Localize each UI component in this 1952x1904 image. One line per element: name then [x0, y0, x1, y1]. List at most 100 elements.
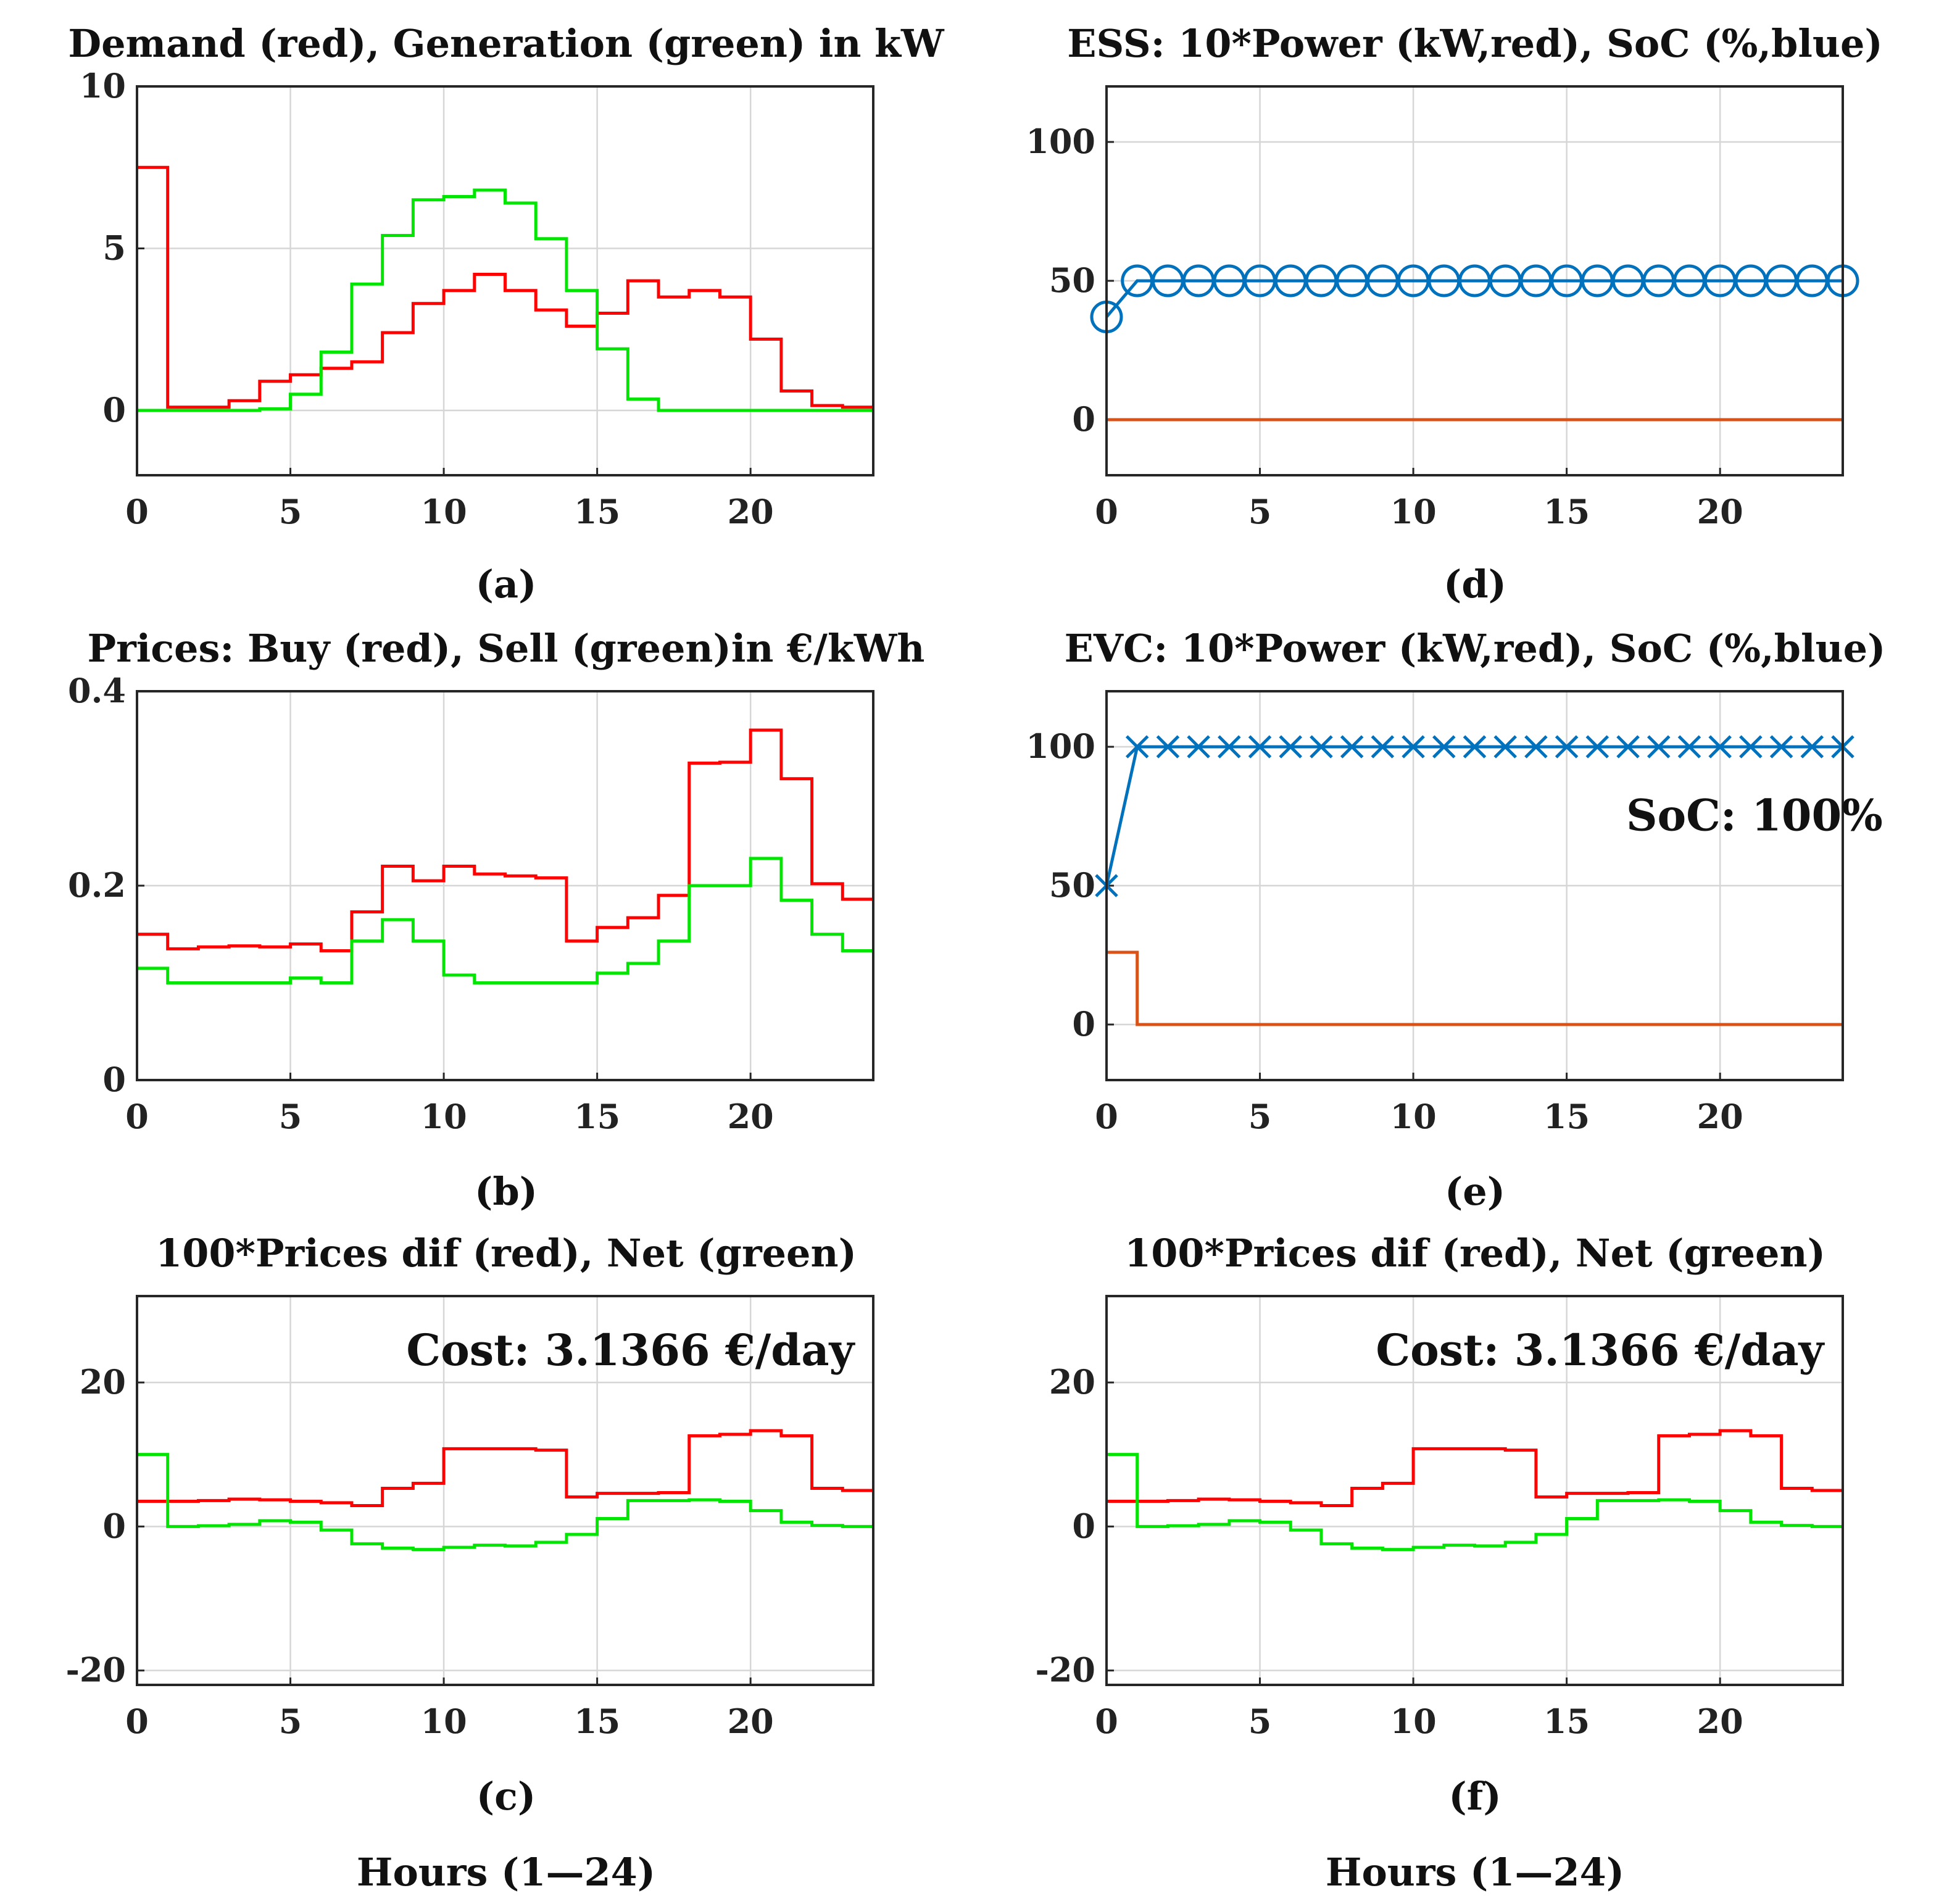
panel-e-caption: (e) — [1445, 1169, 1505, 1214]
panel-c-title: 100*Prices dif (red), Net (green) — [156, 1231, 857, 1276]
panel-b-ytick-label: 0.4 — [68, 671, 126, 710]
panel-a-series-demand — [137, 165, 873, 409]
panel-e-title: EVC: 10*Power (kW,red), SoC (%,blue) — [1065, 626, 1886, 671]
panel-e-soc-point — [1677, 735, 1701, 759]
panel-b-ytick-label: 0 — [102, 1060, 126, 1099]
panel-c-annotation: Cost: 3.1366 €/day — [406, 1324, 855, 1376]
panel-d-caption: (d) — [1443, 562, 1506, 607]
panel-a-xtick-label: 10 — [421, 492, 467, 531]
panel-e-soc-point — [1340, 735, 1364, 759]
panel-f-xtick-label: 15 — [1543, 1702, 1590, 1741]
panel-c: 100*Prices dif (red), Net (green) 0 5 10 15 2… — [65, 1231, 874, 1819]
panel-b-series-buy — [137, 728, 873, 953]
panel-d-xtick-label: 15 — [1543, 492, 1590, 531]
panel-e-soc-point — [1647, 735, 1671, 759]
panel-c-series-100-prices-dif — [137, 1429, 873, 1507]
panel-e-soc-point — [1708, 735, 1732, 759]
panel-e: EVC: 10*Power (kW,red), SoC (%,blue) 0 5 10… — [1026, 626, 1885, 1214]
panel-e-soc-point — [1432, 735, 1456, 759]
panel-c-xtick-label: 10 — [421, 1702, 467, 1741]
panel-b-caption: (b) — [475, 1169, 538, 1214]
panel-a-xtick-label: 20 — [728, 492, 774, 531]
panel-f-axes-frame — [1105, 1295, 1844, 1686]
panel-a-ytick-label: 0 — [102, 390, 126, 430]
panel-d-axes-frame — [1105, 85, 1844, 476]
panel-e-soc-point — [1156, 735, 1180, 759]
panel-d-ytick-label: 50 — [1049, 260, 1095, 300]
panel-d-xtick-label: 0 — [1095, 492, 1118, 531]
panel-e-axes-frame — [1105, 690, 1844, 1081]
panel-e-soc-point — [1463, 735, 1487, 759]
panel-c-xtick-label: 15 — [574, 1702, 620, 1741]
panel-d-series-soc — [1105, 279, 1843, 318]
panel-f-ytick-label: -20 — [1035, 1650, 1095, 1690]
panel-b-series-sell — [137, 857, 873, 984]
panel-e-soc-point — [1279, 735, 1303, 759]
panel-e-soc-point — [1585, 735, 1609, 759]
panel-f-ytick-label: 0 — [1072, 1506, 1095, 1545]
panel-b-xtick-label: 5 — [279, 1097, 302, 1136]
panel-a-title: Demand (red), Generation (green) in kW — [68, 21, 945, 66]
panel-c-xtick-label: 5 — [279, 1702, 302, 1741]
panel-e-soc-point — [1187, 735, 1210, 759]
panel-e-xtick-label: 10 — [1390, 1097, 1437, 1136]
panel-a-ytick-label: 5 — [102, 228, 126, 268]
x-axis-label-right: Hours (1—24) — [1326, 1850, 1624, 1895]
panel-a-xtick-label: 15 — [574, 492, 620, 531]
panel-b-xtick-label: 15 — [574, 1097, 620, 1136]
panel-a-caption: (a) — [476, 562, 537, 607]
panel-e-soc-point — [1218, 735, 1241, 759]
panel-b-xtick-label: 0 — [125, 1097, 149, 1136]
panel-e-soc-point — [1371, 735, 1395, 759]
panel-e-soc-point — [1248, 735, 1272, 759]
panel-e-soc-point — [1739, 735, 1763, 759]
panel-d-xtick-label: 5 — [1248, 492, 1272, 531]
panel-c-xtick-label: 20 — [728, 1702, 774, 1741]
panel-f-annotation: Cost: 3.1366 €/day — [1376, 1324, 1825, 1376]
panel-e-soc-point — [1769, 735, 1793, 759]
panel-e-xtick-label: 5 — [1248, 1097, 1272, 1136]
panel-f-caption: (f) — [1448, 1774, 1501, 1819]
panel-b: Prices: Buy (red), Sell (green)in €/kWh0… — [68, 626, 924, 1214]
panel-c-ytick-label: -20 — [65, 1650, 126, 1690]
panel-e-soc-point — [1524, 735, 1548, 759]
panel-b-xtick-label: 20 — [728, 1097, 774, 1136]
panel-b-axes-frame — [136, 690, 874, 1081]
panel-c-ytick-label: 20 — [80, 1362, 126, 1402]
panel-f: 100*Prices dif (red), Net (green) 0 5 10 15 2… — [1035, 1231, 1844, 1819]
panel-f-title: 100*Prices dif (red), Net (green) — [1124, 1231, 1825, 1276]
panel-e-soc-point — [1555, 735, 1579, 759]
panel-c-caption: (c) — [476, 1774, 536, 1819]
panel-e-ytick-label: 100 — [1026, 726, 1095, 766]
panel-d-ytick-label: 100 — [1026, 122, 1095, 161]
panel-a-xtick-label: 5 — [279, 492, 302, 531]
panel-d: ESS: 10*Power (kW,red), SoC (%,blue) 0 5 10… — [1026, 21, 1882, 607]
panel-d-ytick-label: 0 — [1072, 399, 1095, 439]
panel-e-ytick-label: 0 — [1072, 1004, 1095, 1044]
x-axis-label-left: Hours (1—24) — [357, 1850, 655, 1895]
panel-f-xtick-label: 5 — [1248, 1702, 1272, 1741]
panel-c-xtick-label: 0 — [125, 1702, 149, 1741]
panel-b-title: Prices: Buy (red), Sell (green)in €/kWh — [87, 626, 924, 671]
panel-e-soc-point — [1310, 735, 1333, 759]
panel-c-series-net — [137, 1453, 873, 1552]
panel-f-xtick-label: 0 — [1095, 1702, 1118, 1741]
panel-f-xtick-label: 20 — [1697, 1702, 1743, 1741]
panel-f-series-100-prices-dif — [1107, 1429, 1843, 1507]
panel-e-soc-point — [1402, 735, 1425, 759]
panel-e-xtick-label: 15 — [1543, 1097, 1590, 1136]
panel-a-axes-frame — [136, 85, 874, 476]
panel-e-annotation: SoC: 100% — [1626, 790, 1883, 841]
panel-e-series-10-power — [1107, 950, 1843, 1026]
panel-e-ytick-label: 50 — [1049, 865, 1095, 905]
panel-e-xtick-label: 0 — [1095, 1097, 1118, 1136]
panel-a-ytick-label: 10 — [80, 66, 126, 106]
panel-e-soc-point — [1616, 735, 1640, 759]
panel-a-xtick-label: 0 — [125, 492, 149, 531]
panel-e-xtick-label: 20 — [1697, 1097, 1743, 1136]
panel-f-ytick-label: 20 — [1049, 1362, 1095, 1402]
panel-d-xtick-label: 10 — [1390, 492, 1437, 531]
panel-d-xtick-label: 20 — [1697, 492, 1743, 531]
panel-e-soc-point — [1493, 735, 1517, 759]
